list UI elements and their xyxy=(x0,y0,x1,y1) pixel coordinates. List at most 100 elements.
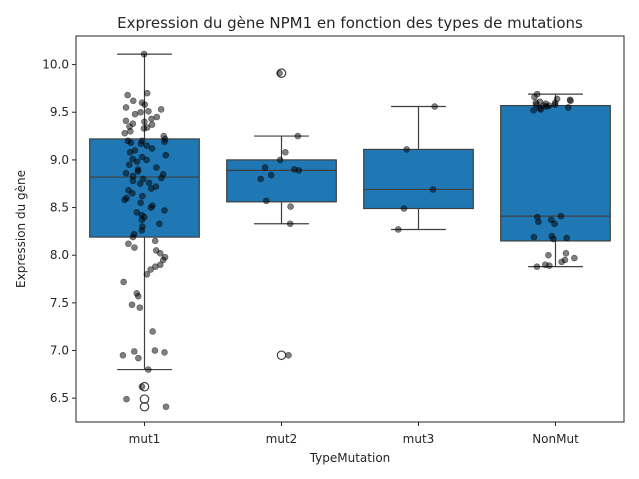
data-point xyxy=(151,347,159,354)
data-point xyxy=(558,258,565,266)
data-point xyxy=(126,148,134,156)
data-point xyxy=(151,237,159,245)
data-point xyxy=(147,266,154,273)
data-point xyxy=(286,220,294,228)
data-point xyxy=(131,110,139,118)
data-point xyxy=(147,204,155,211)
data-point xyxy=(124,91,131,99)
data-point xyxy=(295,167,303,174)
x-axis-label: TypeMutation xyxy=(309,451,391,465)
data-point xyxy=(129,97,137,105)
data-point xyxy=(571,254,578,262)
box-NonMut xyxy=(500,104,611,242)
y-tick-label: 8.0 xyxy=(50,248,69,262)
data-point xyxy=(537,106,545,113)
data-point xyxy=(564,104,572,111)
data-point xyxy=(127,128,134,135)
data-point xyxy=(147,185,155,192)
data-point xyxy=(551,101,559,108)
data-point xyxy=(140,50,148,58)
data-point xyxy=(134,168,142,175)
data-point xyxy=(137,199,144,207)
data-point xyxy=(153,164,160,171)
y-tick-label: 6.5 xyxy=(50,391,69,405)
data-point xyxy=(138,227,146,234)
x-tick-label: mut2 xyxy=(266,432,298,446)
data-point xyxy=(133,209,141,216)
x-tick-label: mut1 xyxy=(129,432,161,446)
data-point xyxy=(139,175,147,183)
data-point xyxy=(127,139,135,147)
data-point xyxy=(139,192,146,200)
points-mut2 xyxy=(257,69,303,359)
y-tick-label: 8.5 xyxy=(50,201,69,215)
data-point xyxy=(161,138,168,146)
data-point xyxy=(530,233,538,241)
data-point xyxy=(143,156,150,164)
data-point xyxy=(129,177,137,185)
data-point xyxy=(394,226,402,233)
data-point xyxy=(129,233,137,241)
data-point xyxy=(403,146,410,153)
data-point xyxy=(276,69,283,77)
data-point xyxy=(294,132,302,140)
data-point xyxy=(162,151,170,159)
data-point xyxy=(153,113,161,121)
x-axis: mut1 mut2 mut3 NonMut xyxy=(129,422,579,446)
data-point xyxy=(158,174,165,182)
data-point xyxy=(148,121,156,128)
data-point xyxy=(531,93,538,101)
data-point xyxy=(128,301,136,309)
data-point xyxy=(543,103,550,110)
data-point xyxy=(550,235,557,243)
data-point xyxy=(261,164,269,171)
data-point xyxy=(119,351,127,359)
data-point xyxy=(161,349,168,356)
data-point xyxy=(287,203,294,210)
box-mut1 xyxy=(89,138,200,238)
data-point xyxy=(557,212,565,220)
plot-frame xyxy=(75,35,625,423)
data-point xyxy=(143,270,151,278)
data-point xyxy=(161,207,168,214)
plot-area xyxy=(89,50,611,412)
data-point xyxy=(263,197,270,205)
data-point xyxy=(143,142,151,149)
y-tick-label: 7.5 xyxy=(50,296,69,310)
data-point xyxy=(156,220,163,228)
data-point xyxy=(276,156,284,164)
data-point xyxy=(130,348,138,355)
data-point xyxy=(133,158,141,166)
data-point xyxy=(140,125,148,132)
points-mut1 xyxy=(119,50,170,411)
data-point xyxy=(122,104,130,111)
outlier-marker xyxy=(139,394,150,404)
data-point xyxy=(162,403,170,411)
data-point xyxy=(121,196,128,204)
data-point xyxy=(429,186,437,193)
box-group-mut3 xyxy=(363,105,474,231)
data-point xyxy=(535,218,542,226)
data-point xyxy=(135,354,142,362)
y-tick-label: 7.0 xyxy=(50,344,69,358)
y-axis: 6.5 7.0 7.5 8.0 8.5 9.0 9.5 10.0 xyxy=(42,58,76,405)
data-point xyxy=(400,205,408,212)
data-point xyxy=(120,278,127,286)
data-point xyxy=(141,101,149,108)
y-axis-label: Expression du gène xyxy=(14,170,28,288)
box-group-NonMut xyxy=(500,93,611,268)
data-point xyxy=(141,118,148,126)
data-point xyxy=(562,250,570,257)
data-point xyxy=(138,383,146,391)
data-point xyxy=(149,328,156,335)
data-point xyxy=(121,129,129,137)
points-mut3 xyxy=(394,103,439,233)
data-point xyxy=(567,97,574,105)
data-point xyxy=(136,304,144,311)
data-point xyxy=(145,179,153,187)
box-mut2 xyxy=(226,159,337,203)
data-point xyxy=(137,140,145,147)
data-point xyxy=(546,262,553,269)
data-point xyxy=(131,244,138,251)
